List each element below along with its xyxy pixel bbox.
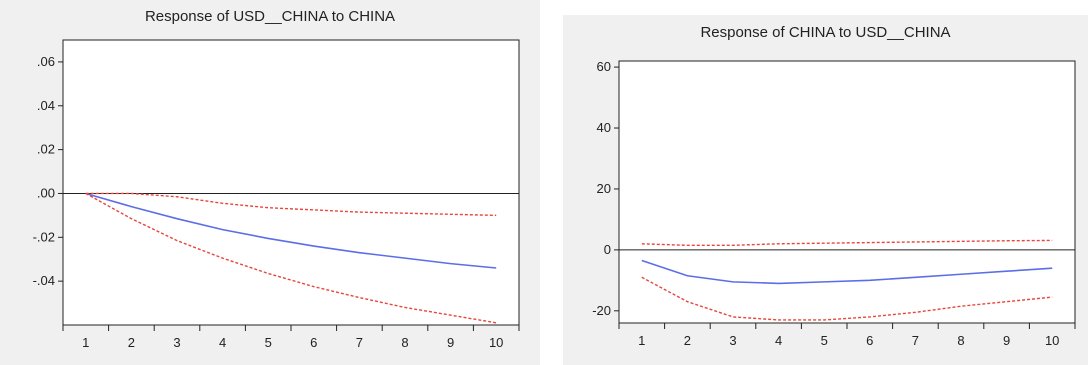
right-chart-xtick-label: 4 [775,333,782,348]
right-chart-xtick-label: 5 [821,333,828,348]
left-chart-ytick-label: -.04 [33,273,55,288]
left-chart-ytick-label: .06 [37,54,55,69]
right-chart-series-response [641,259,1053,285]
left-chart-xtick-label: 1 [82,335,89,350]
left-chart-xtick-label: 9 [447,335,454,350]
right-chart-ytick-label: 20 [597,181,611,196]
chart-panel-left: Response of USD__CHINA to CHINA -.04 -.02… [0,0,540,365]
left-chart-series-response [85,192,497,269]
right-chart-xtick-label: 8 [957,333,964,348]
right-chart-xtick-label: 1 [638,333,645,348]
right-chart-ytick-label: -20 [592,303,611,318]
right-chart-xtick-label: 9 [1003,333,1010,348]
right-chart-ytick-label: 40 [597,120,611,135]
right-chart-xtick-label: 6 [866,333,873,348]
chart-right: -20 0 20 40 60 1 2 3 4 5 6 7 8 9 10 [592,59,1076,348]
right-chart-xtick-label: 7 [912,333,919,348]
chart-title-left: Response of USD__CHINA to CHINA [144,8,396,25]
right-chart-plot-area [618,60,1076,324]
chart-title-right: Response of CHINA to USD__CHINA [700,24,951,41]
left-chart-plot-area [62,39,520,326]
right-chart-series-lower-band [641,276,1053,321]
chart-panel-right: Response of CHINA to USD__CHINA -20 0 20 40… [563,15,1088,365]
left-chart-ytick-label: .04 [37,98,55,113]
right-chart-xtick-label: 2 [684,333,691,348]
left-chart-ytick-label: .02 [37,142,55,157]
left-chart-ytick-label: -.02 [33,229,55,244]
left-chart-xtick-label: 3 [173,335,180,350]
left-chart-xtick-label: 8 [401,335,408,350]
left-chart-ytick-label: .00 [37,185,55,200]
left-chart-xtick-label: 5 [265,335,272,350]
right-chart-ytick-label: 0 [604,242,611,257]
left-chart-xtick-label: 7 [356,335,363,350]
right-chart-series-upper-band [641,239,1053,247]
right-chart-xtick-label: 3 [729,333,736,348]
chart-left: -.04 -.02 .00 .02 .04 .06 1 2 3 4 5 6 7 8 9 10 [33,39,520,350]
right-chart-ytick-label: 60 [597,59,611,74]
left-chart-xtick-label: 10 [489,335,503,350]
left-chart-series-upper-band [85,192,497,217]
left-chart-series-lower-band [85,192,497,324]
left-chart-xtick-label: 6 [310,335,317,350]
left-chart-xtick-label: 4 [219,335,226,350]
left-chart-xtick-label: 2 [128,335,135,350]
right-chart-xtick-label: 10 [1045,333,1059,348]
